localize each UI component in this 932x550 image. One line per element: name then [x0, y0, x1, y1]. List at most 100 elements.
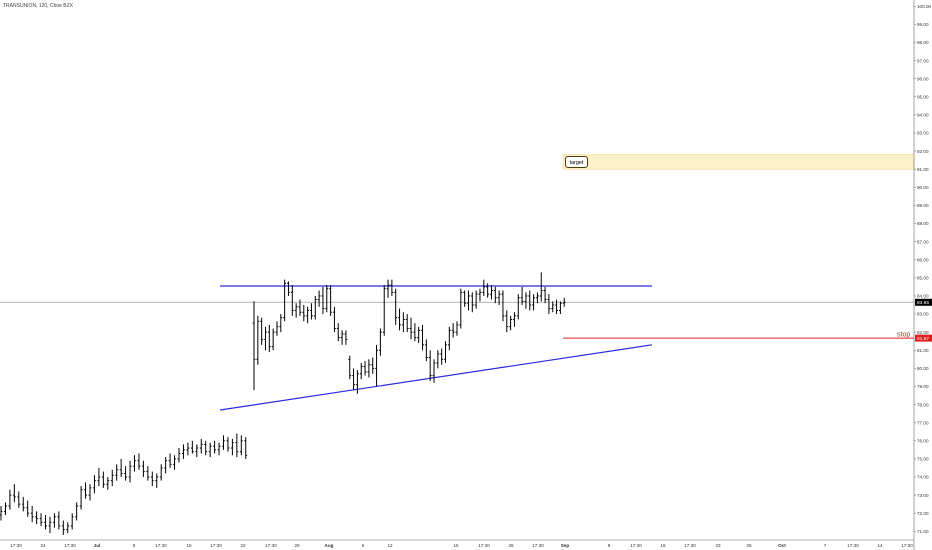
price-tick-label: 83.00: [917, 312, 929, 317]
time-tick-label: 17:30: [901, 543, 913, 548]
target-label: target: [569, 160, 584, 166]
ohlc-bar: [150, 471, 154, 487]
ohlc-bar: [146, 466, 150, 481]
price-tick-label: 91.00: [917, 167, 929, 172]
price-tick-label: 78.00: [917, 402, 929, 407]
ohlc-bar: [30, 505, 34, 523]
ohlc-bar: [398, 308, 401, 331]
price-tick-label: 98.00: [917, 40, 929, 45]
ohlc-bar: [375, 344, 378, 387]
ohlc-bar: [516, 294, 520, 320]
ohlc-bar: [106, 477, 110, 490]
ohlc-bar: [451, 323, 455, 338]
time-tick-label: 17:30: [532, 543, 544, 548]
ohlc-bar: [333, 306, 336, 333]
current-price-value: 83.65: [917, 300, 929, 306]
time-tick-label: 17:30: [847, 543, 859, 548]
ohlc-bar: [279, 314, 283, 333]
price-tick-label: 93.00: [917, 131, 929, 136]
price-tick-label: 76.00: [917, 438, 929, 443]
ohlc-bar: [505, 310, 509, 333]
ohlc-bar: [459, 288, 463, 329]
ohlc-bar: [401, 312, 405, 333]
symbol-title: TRANSUNION, 120, Cboe BZX: [3, 3, 74, 9]
ohlc-bar: [294, 303, 298, 318]
ohlc-bar: [455, 321, 459, 336]
ohlc-bar: [371, 357, 375, 374]
ohlc-bar: [222, 435, 225, 450]
ohlc-bar: [164, 457, 168, 474]
price-tick-label: 87.00: [917, 239, 929, 244]
ohlc-bar: [447, 326, 451, 351]
support-trendline[interactable]: [219, 344, 653, 411]
time-tick-label: 29: [294, 543, 300, 548]
ohlc-bar: [356, 370, 359, 394]
ohlc-bar: [12, 484, 16, 503]
ohlc-bar: [133, 455, 136, 472]
price-tick-label: 77.00: [917, 420, 929, 425]
ohlc-bar: [363, 361, 367, 376]
ohlc-bar: [513, 312, 516, 327]
ohlc-bar: [493, 286, 497, 304]
target-label-box: [565, 155, 588, 168]
ohlc-bar: [44, 515, 47, 530]
price-tick-label: 79.00: [917, 384, 929, 389]
ohlc-bar: [317, 290, 321, 307]
ohlc-bar: [290, 285, 294, 316]
ohlc-bar: [436, 350, 440, 369]
ohlc-bar: [428, 350, 432, 382]
ohlc-bar: [409, 317, 413, 340]
ohlc-bar: [501, 290, 505, 322]
ohlc-bar: [256, 315, 260, 365]
ohlc-bar: [226, 437, 230, 452]
price-tick-label: 74.00: [917, 475, 929, 480]
ohlc-bar: [88, 484, 92, 501]
time-tick-label: 17:30: [210, 543, 222, 548]
stop-price-value: 81.67: [917, 336, 929, 342]
ohlc-bar: [344, 330, 348, 345]
time-tick-label: 14: [877, 543, 883, 548]
ohlc-bar: [520, 286, 524, 305]
price-tick-label: 85.00: [917, 276, 929, 281]
ohlc-bar: [231, 438, 234, 456]
time-tick-label: 17:30: [478, 543, 490, 548]
ohlc-bar: [84, 482, 87, 499]
ohlc-bar: [252, 301, 256, 391]
ohlc-bar: [359, 362, 363, 380]
ohlc-bar: [386, 279, 390, 298]
ohlc-bar: [235, 433, 239, 458]
ohlc-bar: [528, 290, 532, 311]
price-tick-label: 73.00: [917, 493, 929, 498]
time-tick-label: 17:30: [684, 543, 696, 548]
price-tick-label: 92.00: [917, 149, 929, 154]
time-tick-label: 7: [824, 543, 827, 548]
ohlc-bar: [490, 285, 493, 300]
ohlc-bar: [195, 444, 199, 458]
time-tick-label: 8: [133, 543, 136, 548]
time-tick-label: 6: [362, 543, 365, 548]
time-tick-label: 23: [715, 543, 721, 548]
target-zone[interactable]: [562, 154, 915, 170]
ohlc-bar: [271, 328, 275, 351]
ohlc-bar: [463, 290, 467, 307]
ohlc-bar: [93, 475, 96, 494]
ohlc-bar: [536, 292, 539, 304]
ohlc-bar: [97, 467, 101, 487]
price-tick-label: 96.00: [917, 76, 929, 81]
ohlc-bar: [340, 330, 344, 345]
ohlc-bar: [470, 292, 474, 313]
ohlc-bar: [486, 283, 490, 298]
price-tick-label: 88.00: [917, 221, 929, 226]
ohlc-bar: [424, 339, 428, 362]
time-tick-label: Sep: [561, 543, 570, 548]
ohlc-bar: [302, 304, 306, 322]
time-tick-label: 17:30: [630, 543, 642, 548]
ohlc-bar: [283, 279, 287, 322]
price-tick-label: 80.00: [917, 366, 929, 371]
ohlc-bar: [35, 511, 38, 525]
price-tick-label: 84.00: [917, 294, 929, 299]
ohlc-bar: [204, 440, 208, 456]
ohlc-bar: [547, 294, 551, 315]
stop-label: stop: [897, 332, 910, 339]
